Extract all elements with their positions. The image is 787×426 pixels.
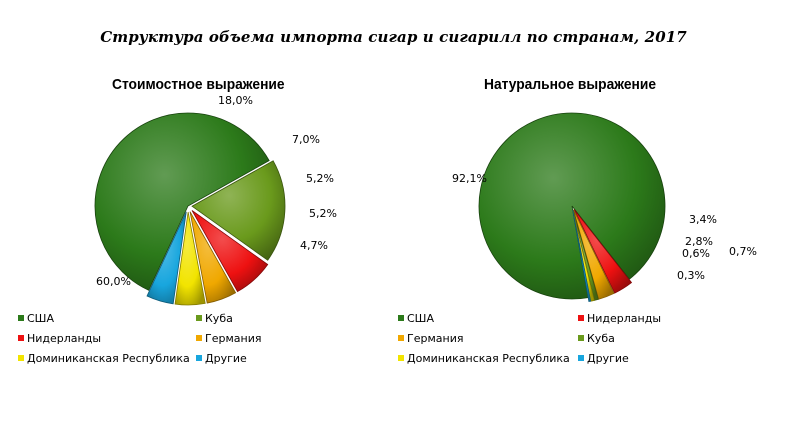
slice-Другие [146,211,187,305]
slice-Нидерланды [191,210,269,293]
legend-label: США [27,312,54,325]
legend-item: Куба [196,312,233,326]
slice-Другие [572,209,592,302]
data-label: 2,8% [685,235,713,248]
legend-item: Нидерланды [18,332,101,346]
legend-label: Куба [205,312,233,325]
slice-Германия [189,211,237,304]
slice-США [478,112,666,300]
legend-label: Другие [205,352,247,365]
legend-item: Куба [578,332,615,346]
legend-item: Другие [578,352,629,366]
legend-swatch [196,335,202,341]
legend-item: США [398,312,434,326]
data-label: 60,0% [96,275,131,288]
data-label: 0,6% [682,247,710,260]
slice-США [94,112,270,291]
data-label: 18,0% [218,94,253,107]
legend-swatch [578,355,584,361]
legend-label: Куба [587,332,615,345]
legend-item: Доминиканская Республика [18,352,190,366]
legend-swatch [196,355,202,361]
data-label: 3,4% [689,213,717,226]
legend-swatch [18,335,24,341]
legend-swatch [196,315,202,321]
data-label: 5,2% [306,172,334,185]
slice-Куба [191,160,286,261]
legend-swatch [18,315,24,321]
chart-title-value: Стоимостное выражение [112,76,285,93]
data-label: 0,7% [729,245,757,258]
pie-0 [94,112,286,306]
legend-label: США [407,312,434,325]
pie-1 [478,112,666,302]
data-label: 92,1% [452,172,487,185]
legend-label: Германия [205,332,262,345]
legend-item: Германия [398,332,463,346]
data-label: 7,0% [292,133,320,146]
data-label: 5,2% [309,207,337,220]
legend-swatch [578,315,584,321]
legend-item: США [18,312,54,326]
legend-label: Нидерланды [27,332,102,345]
legend-label: Другие [587,352,629,365]
slice-Германия [573,209,615,300]
legend-swatch [18,355,24,361]
legend-swatch [398,315,404,321]
legend-label: Германия [407,332,464,345]
legend-label: Доминиканская Республика [407,352,570,365]
slice-Доминиканская Республика [174,211,206,306]
slice-Нидерланды [573,209,633,294]
chart-title-natural: Натуральное выражение [484,76,657,93]
legend-swatch [398,355,404,361]
legend-item: Другие [196,352,247,366]
legend-swatch [578,335,584,341]
main-title: Структура объема импорта сигар и сигарил… [100,28,687,46]
data-label: 4,7% [300,239,328,252]
data-label: 0,3% [677,269,705,282]
legend-label: Доминиканская Республика [27,352,190,365]
legend-item: Германия [196,332,261,346]
legend-item: Нидерланды [578,312,661,326]
legend-swatch [398,335,404,341]
legend-label: Нидерланды [587,312,662,325]
legend-item: Доминиканская Республика [398,352,570,366]
